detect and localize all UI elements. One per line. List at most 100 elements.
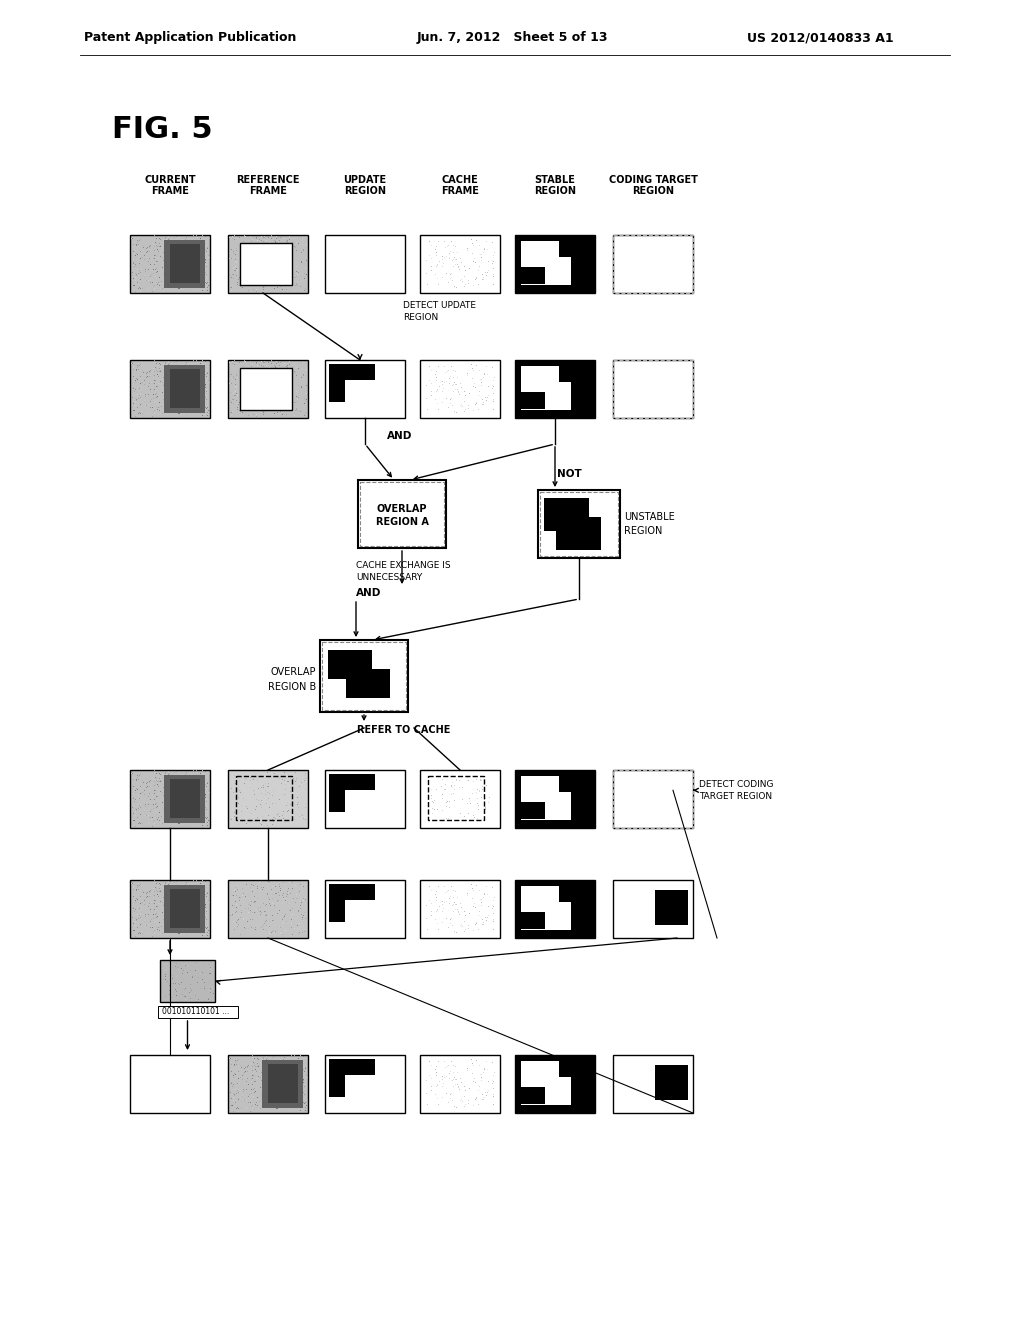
Bar bbox=[170, 368, 201, 408]
Text: CURRENT: CURRENT bbox=[144, 176, 196, 185]
Bar bbox=[329, 1059, 376, 1097]
Text: DETECT CODING: DETECT CODING bbox=[699, 780, 773, 789]
Text: NOT: NOT bbox=[557, 469, 582, 479]
Text: REGION: REGION bbox=[534, 186, 575, 195]
Bar bbox=[164, 775, 205, 824]
Text: AND: AND bbox=[387, 432, 413, 441]
Text: AND: AND bbox=[356, 587, 381, 598]
Bar bbox=[613, 235, 693, 293]
Text: FRAME: FRAME bbox=[152, 186, 189, 195]
Bar bbox=[420, 235, 500, 293]
Text: STABLE: STABLE bbox=[535, 176, 575, 185]
Bar bbox=[164, 884, 205, 933]
Bar bbox=[325, 770, 406, 828]
Bar bbox=[559, 776, 573, 792]
Bar bbox=[170, 888, 201, 928]
Bar bbox=[360, 482, 444, 546]
Bar bbox=[228, 880, 308, 939]
Bar bbox=[240, 368, 292, 411]
Bar bbox=[420, 880, 500, 939]
Bar bbox=[325, 880, 406, 939]
Bar bbox=[228, 1055, 308, 1113]
Bar bbox=[130, 1055, 210, 1113]
Bar bbox=[613, 770, 693, 828]
Bar bbox=[130, 235, 210, 293]
Bar bbox=[521, 912, 545, 929]
Bar bbox=[544, 498, 589, 531]
Bar bbox=[325, 360, 406, 418]
Text: REGION: REGION bbox=[624, 525, 663, 536]
Bar bbox=[261, 1060, 303, 1109]
Bar bbox=[420, 1055, 500, 1113]
Bar bbox=[328, 649, 372, 678]
Text: Patent Application Publication: Patent Application Publication bbox=[84, 32, 296, 45]
Text: TARGET REGION: TARGET REGION bbox=[699, 792, 772, 801]
Text: OVERLAP: OVERLAP bbox=[270, 668, 316, 677]
Bar bbox=[236, 776, 292, 820]
Bar bbox=[160, 960, 215, 1002]
Bar bbox=[158, 1006, 238, 1018]
Bar bbox=[521, 801, 545, 820]
Bar bbox=[613, 1055, 693, 1113]
Bar bbox=[538, 490, 620, 558]
Bar bbox=[420, 770, 500, 828]
Text: REGION: REGION bbox=[403, 313, 438, 322]
Bar bbox=[329, 884, 376, 921]
Bar bbox=[540, 492, 618, 556]
Bar bbox=[329, 364, 376, 401]
Bar bbox=[164, 364, 205, 413]
Bar bbox=[319, 640, 408, 711]
Text: UNNECESSARY: UNNECESSARY bbox=[356, 573, 422, 582]
Bar bbox=[515, 770, 595, 828]
Bar bbox=[358, 480, 446, 548]
Text: REGION B: REGION B bbox=[267, 682, 316, 692]
Bar bbox=[428, 776, 484, 820]
Text: REFER TO CACHE: REFER TO CACHE bbox=[357, 725, 451, 735]
Bar bbox=[515, 880, 595, 939]
Bar bbox=[556, 517, 601, 550]
Bar bbox=[654, 1065, 688, 1101]
Bar bbox=[170, 779, 201, 818]
Bar bbox=[515, 235, 595, 293]
Bar bbox=[515, 360, 595, 418]
Bar bbox=[521, 267, 545, 284]
Bar bbox=[345, 791, 376, 821]
Text: FRAME: FRAME bbox=[441, 186, 479, 195]
Bar bbox=[346, 669, 390, 697]
Bar bbox=[345, 380, 376, 411]
Bar bbox=[521, 776, 570, 820]
Text: CACHE: CACHE bbox=[441, 176, 478, 185]
Bar bbox=[322, 642, 406, 710]
Bar bbox=[521, 366, 570, 409]
Bar bbox=[559, 242, 573, 257]
Bar bbox=[521, 1086, 545, 1105]
Bar bbox=[345, 1076, 376, 1105]
Bar bbox=[613, 360, 693, 418]
Bar bbox=[130, 770, 210, 828]
Bar bbox=[613, 770, 693, 828]
Bar bbox=[521, 242, 570, 285]
Text: DETECT UPDATE: DETECT UPDATE bbox=[403, 301, 476, 309]
Bar bbox=[613, 880, 693, 939]
Text: Jun. 7, 2012   Sheet 5 of 13: Jun. 7, 2012 Sheet 5 of 13 bbox=[416, 32, 608, 45]
Text: CODING TARGET: CODING TARGET bbox=[608, 176, 697, 185]
Bar bbox=[240, 243, 292, 285]
Bar bbox=[559, 1061, 573, 1077]
Bar bbox=[613, 235, 693, 293]
Bar bbox=[228, 235, 308, 293]
Text: US 2012/0140833 A1: US 2012/0140833 A1 bbox=[746, 32, 893, 45]
Bar bbox=[268, 1064, 298, 1104]
Bar bbox=[329, 774, 376, 812]
Bar bbox=[170, 244, 201, 284]
Bar bbox=[654, 891, 688, 925]
Bar bbox=[228, 770, 308, 828]
Text: UNSTABLE: UNSTABLE bbox=[624, 512, 675, 523]
Text: REGION A: REGION A bbox=[376, 517, 428, 527]
Bar bbox=[130, 880, 210, 939]
Bar bbox=[559, 366, 573, 383]
Bar bbox=[521, 392, 545, 409]
Bar bbox=[521, 1061, 570, 1105]
Bar bbox=[325, 235, 406, 293]
Bar bbox=[515, 1055, 595, 1113]
Text: OVERLAP: OVERLAP bbox=[377, 503, 427, 513]
